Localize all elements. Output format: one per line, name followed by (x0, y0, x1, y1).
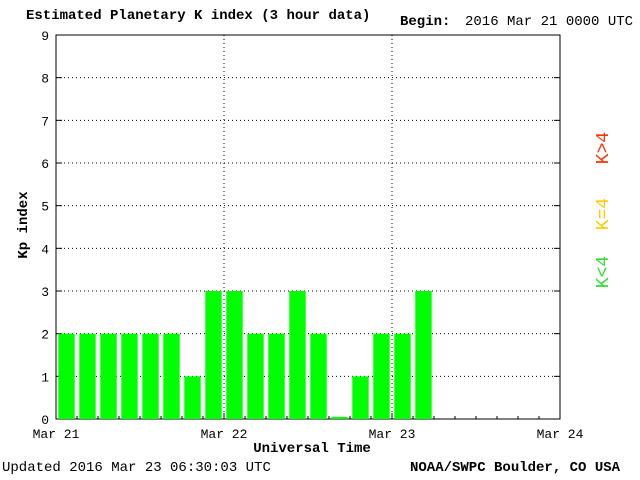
kp-bar (394, 333, 411, 419)
legend-entry: K=4 (594, 198, 614, 230)
kp-bar (226, 291, 243, 419)
kp-bar (100, 333, 117, 419)
y-tick-label: 8 (41, 72, 49, 87)
begin-label: Begin: (400, 14, 451, 30)
x-tick-label: Mar 24 (537, 427, 584, 442)
kp-bar (289, 291, 306, 419)
x-axis-label: Universal Time (253, 441, 371, 457)
y-tick-label: 4 (41, 242, 49, 257)
x-tick-label: Mar 21 (33, 427, 80, 442)
kp-bar (352, 376, 369, 419)
legend-entry: K<4 (594, 256, 614, 288)
kp-bar (205, 291, 222, 419)
kp-bar (58, 333, 75, 419)
y-tick-label: 2 (41, 328, 49, 343)
kp-bar (415, 291, 432, 419)
begin-value: 2016 Mar 21 0000 UTC (465, 14, 634, 30)
y-tick-label: 6 (41, 157, 49, 172)
kp-bar (79, 333, 96, 419)
plot-frame (55, 34, 561, 420)
chart-title: Estimated Planetary K index (3 hour data… (26, 8, 371, 24)
kp-bar (121, 333, 138, 419)
credit-line: NOAA/SWPC Boulder, CO USA (410, 460, 621, 476)
kp-bar (184, 376, 201, 419)
y-tick-label: 1 (41, 370, 49, 385)
kp-bar (142, 333, 159, 419)
kp-bar (247, 333, 264, 419)
kp-bar (331, 416, 348, 419)
x-tick-label: Mar 22 (201, 427, 248, 442)
updated-timestamp: Updated 2016 Mar 23 06:30:03 UTC (2, 460, 271, 476)
kp-bar (310, 333, 327, 419)
kp-bar (268, 333, 285, 419)
y-tick-label: 0 (41, 413, 49, 428)
kp-bar (373, 333, 390, 419)
legend-entry: K>4 (594, 132, 614, 164)
y-tick-label: 7 (41, 114, 49, 129)
y-tick-label: 3 (41, 285, 49, 300)
kp-bar (163, 333, 180, 419)
y-tick-label: 5 (41, 200, 49, 215)
y-axis-label: Kp index (16, 191, 32, 259)
x-tick-label: Mar 23 (369, 427, 416, 442)
y-tick-label: 9 (41, 29, 49, 44)
